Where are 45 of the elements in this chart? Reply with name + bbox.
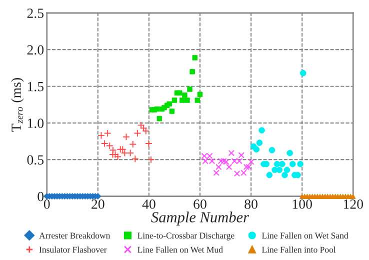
x-tick-label: 100 <box>292 199 312 209</box>
x-tick-label: 60 <box>194 199 206 209</box>
x-tick-label: 80 <box>244 199 258 209</box>
point <box>106 142 114 150</box>
point <box>248 158 254 165</box>
point <box>147 156 155 164</box>
point <box>104 130 112 137</box>
point <box>226 164 232 170</box>
legend-label: Line Fallen into Pool <box>262 246 336 253</box>
x-tick-label: 120 <box>344 199 364 209</box>
point <box>142 127 150 135</box>
legend-label: Line Fallen on Wet Mud <box>138 246 223 253</box>
point <box>120 149 128 157</box>
point <box>129 140 137 148</box>
y-tick-label: 1.5 <box>28 82 44 92</box>
legend-label: Line-to-Crossbar Discharge <box>138 232 234 240</box>
point <box>246 164 252 170</box>
point <box>109 146 117 154</box>
y-tick-label: 0.5 <box>27 155 44 165</box>
x-tick-label: 20 <box>92 199 104 209</box>
legend-label: Line Fallen on Wet Sand <box>262 232 348 239</box>
point <box>100 140 108 148</box>
point <box>216 164 222 170</box>
point <box>97 132 105 140</box>
point <box>144 140 152 148</box>
point <box>220 158 227 164</box>
point <box>238 152 244 158</box>
legend-label: Arrester Breakdown <box>39 232 110 239</box>
y-tick-label: 2.5 <box>27 8 44 18</box>
point <box>134 130 142 137</box>
point <box>126 149 134 157</box>
point <box>213 170 220 176</box>
y-tick-label: 0 <box>38 192 44 202</box>
point <box>122 133 130 141</box>
point <box>131 155 139 163</box>
point <box>114 152 122 160</box>
point <box>137 121 145 129</box>
y-tick-label: 2.0 <box>27 45 44 55</box>
y-tick-label: 1.0 <box>28 118 44 128</box>
legend-label: Insulator Flashover <box>39 246 107 253</box>
x-axis-title: Sample Number <box>151 212 250 226</box>
point <box>228 150 234 156</box>
y-axis-title: T$_{zero}$ (ms) <box>11 78 24 132</box>
point <box>243 164 250 170</box>
x-tick-label: 40 <box>142 199 156 209</box>
